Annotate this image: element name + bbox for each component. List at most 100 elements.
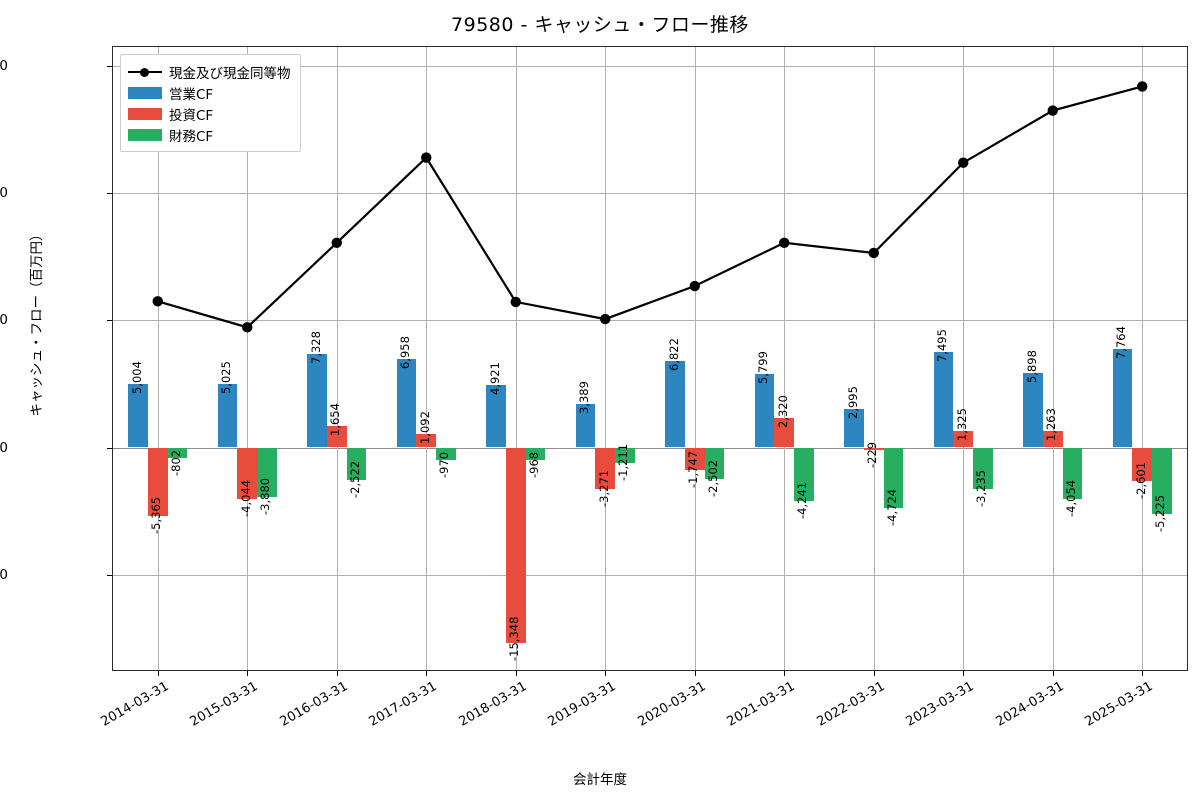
x-tick-mark bbox=[963, 671, 965, 676]
gridline-y-0 bbox=[113, 447, 1187, 449]
bar-investing-cf[interactable] bbox=[326, 426, 347, 448]
gridline-x-2025-03-31 bbox=[1142, 47, 1144, 670]
bar-operating-cf[interactable] bbox=[486, 384, 506, 448]
legend-item-0[interactable]: 現金及び現金同等物 bbox=[128, 61, 291, 82]
bar-value-label: -2,502 bbox=[705, 460, 720, 498]
bar-operating-cf[interactable] bbox=[575, 404, 596, 448]
y-tick-mark bbox=[107, 193, 112, 195]
x-tick-mark bbox=[157, 671, 159, 676]
bar-operating-cf[interactable] bbox=[844, 409, 864, 448]
bar-value-label: -2,601 bbox=[1133, 461, 1148, 499]
x-tick-label: 2022-03-31 bbox=[814, 679, 888, 730]
bar-investing-cf[interactable] bbox=[953, 430, 974, 448]
bar-operating-cf[interactable] bbox=[754, 373, 775, 448]
x-tick-mark bbox=[247, 671, 249, 676]
bar-investing-cf[interactable] bbox=[863, 447, 884, 451]
bar-investing-cf[interactable] bbox=[1042, 431, 1063, 448]
gridline-x-2022-03-31 bbox=[873, 47, 875, 670]
bar-value-label: -968 bbox=[526, 451, 541, 478]
legend-item-label: 財務CF bbox=[169, 128, 214, 145]
bar-value-label: 5,025 bbox=[219, 360, 234, 394]
bar-financing-cf[interactable] bbox=[1062, 447, 1083, 500]
bar-operating-cf[interactable] bbox=[1112, 348, 1133, 448]
x-tick-label: 2024-03-31 bbox=[993, 679, 1067, 730]
gridline-x-2017-03-31 bbox=[426, 47, 428, 670]
gridline-x-2023-03-31 bbox=[963, 47, 965, 670]
legend-line-marker-icon bbox=[128, 65, 162, 79]
bar-value-label: -229 bbox=[865, 442, 880, 469]
x-tick-label: 2018-03-31 bbox=[456, 679, 530, 730]
bar-financing-cf[interactable] bbox=[883, 447, 904, 508]
legend-item-2[interactable]: 投資CF bbox=[128, 103, 291, 124]
bar-financing-cf[interactable] bbox=[525, 447, 546, 460]
x-tick-label: 2016-03-31 bbox=[277, 679, 351, 730]
bar-value-label: -4,044 bbox=[238, 479, 253, 517]
legend-item-3[interactable]: 財務CF bbox=[128, 124, 291, 145]
bar-value-label: -1,211 bbox=[616, 443, 631, 481]
bar-financing-cf[interactable] bbox=[436, 447, 456, 460]
x-tick-label: 2023-03-31 bbox=[903, 679, 977, 730]
bar-value-label: 6,958 bbox=[398, 336, 413, 370]
bar-value-label: -3,271 bbox=[596, 470, 611, 508]
x-tick-label: 2021-03-31 bbox=[724, 679, 798, 730]
chart-legend[interactable]: 現金及び現金同等物営業CF 投資CF 財務CF bbox=[120, 54, 301, 152]
bar-operating-cf[interactable] bbox=[933, 352, 954, 448]
bar-financing-cf[interactable] bbox=[615, 447, 635, 463]
bar-investing-cf[interactable] bbox=[774, 418, 795, 448]
bar-operating-cf[interactable] bbox=[217, 383, 238, 448]
bar-investing-cf[interactable] bbox=[1132, 447, 1153, 481]
bar-value-label: -4,241 bbox=[795, 482, 810, 520]
bar-operating-cf[interactable] bbox=[665, 360, 685, 448]
bar-value-label: 1,654 bbox=[328, 403, 343, 437]
bar-value-label: 7,495 bbox=[935, 329, 950, 363]
bar-operating-cf[interactable] bbox=[128, 383, 148, 448]
bar-financing-cf[interactable] bbox=[973, 447, 993, 489]
x-tick-mark bbox=[873, 671, 875, 676]
bar-value-label: 7,764 bbox=[1114, 325, 1129, 359]
bar-value-label: -1,747 bbox=[686, 450, 701, 488]
bar-financing-cf[interactable] bbox=[794, 447, 814, 502]
y-tick-mark bbox=[107, 447, 112, 449]
y-tick-label: 20,000 bbox=[0, 185, 8, 202]
bar-investing-cf[interactable] bbox=[595, 447, 616, 490]
bar-investing-cf[interactable] bbox=[684, 447, 705, 470]
bar-investing-cf[interactable] bbox=[147, 447, 168, 516]
bar-operating-cf[interactable] bbox=[396, 359, 417, 448]
bar-value-label: 5,004 bbox=[129, 360, 144, 394]
bar-value-label: 5,898 bbox=[1024, 349, 1039, 383]
x-tick-label: 2015-03-31 bbox=[187, 679, 261, 730]
gridline-x-2019-03-31 bbox=[605, 47, 607, 670]
bar-value-label: -802 bbox=[168, 449, 183, 476]
legend-item-1[interactable]: 営業CF bbox=[128, 82, 291, 103]
bar-operating-cf[interactable] bbox=[307, 354, 327, 448]
bar-value-label: 2,320 bbox=[775, 395, 790, 428]
x-axis-label: 会計年度 bbox=[573, 772, 627, 788]
bar-value-label: 4,921 bbox=[487, 361, 502, 395]
gridline-x-2021-03-31 bbox=[784, 47, 786, 670]
bar-value-label: 5,799 bbox=[756, 350, 771, 384]
bar-investing-cf[interactable] bbox=[237, 447, 258, 499]
chart-title: 79580 - キャッシュ・フロー推移 bbox=[451, 14, 749, 36]
bar-investing-cf[interactable] bbox=[416, 433, 437, 448]
x-tick-label: 2014-03-31 bbox=[98, 679, 172, 730]
legend-color-swatch bbox=[128, 128, 162, 141]
bar-value-label: -4,724 bbox=[884, 488, 899, 526]
legend-item-label: 営業CF bbox=[169, 86, 214, 103]
bar-value-label: 3,389 bbox=[577, 381, 592, 415]
bar-financing-cf[interactable] bbox=[1152, 447, 1172, 514]
bar-operating-cf[interactable] bbox=[1023, 372, 1043, 448]
bar-value-label: -2,522 bbox=[347, 460, 362, 498]
bar-value-label: 7,328 bbox=[308, 331, 323, 365]
bar-financing-cf[interactable] bbox=[167, 447, 188, 458]
bar-financing-cf[interactable] bbox=[257, 447, 277, 497]
y-tick-mark bbox=[107, 574, 112, 576]
x-tick-mark bbox=[1142, 671, 1144, 676]
bar-value-label: -970 bbox=[437, 451, 452, 478]
bar-financing-cf[interactable] bbox=[346, 447, 367, 480]
gridline-x-2014-03-31 bbox=[157, 47, 159, 670]
bar-financing-cf[interactable] bbox=[704, 447, 725, 480]
x-tick-label: 2025-03-31 bbox=[1082, 679, 1156, 730]
bar-investing-cf[interactable] bbox=[505, 447, 526, 643]
gridline-y-20000 bbox=[113, 193, 1187, 195]
bar-value-label: -3,880 bbox=[258, 477, 273, 515]
